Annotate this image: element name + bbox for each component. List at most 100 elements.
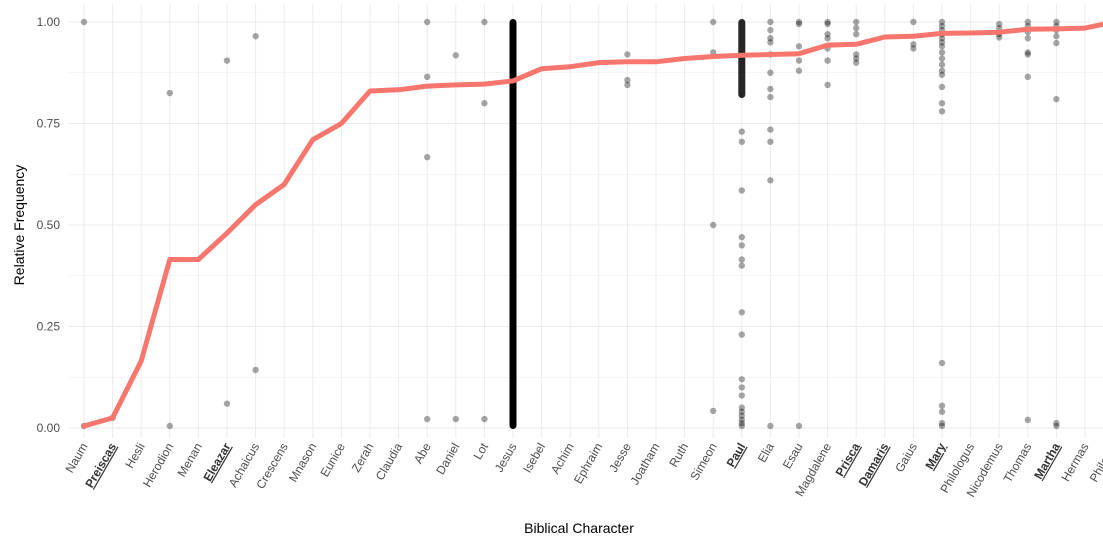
dense-column-jesus bbox=[509, 19, 517, 429]
data-point bbox=[738, 262, 745, 269]
trend-line bbox=[81, 21, 1103, 429]
data-point bbox=[853, 59, 860, 66]
data-point bbox=[710, 18, 717, 26]
data-point bbox=[1024, 73, 1032, 81]
data-point bbox=[738, 392, 745, 399]
data-point bbox=[938, 61, 946, 68]
data-point bbox=[738, 242, 745, 249]
data-point bbox=[767, 85, 774, 93]
data-point bbox=[853, 18, 860, 26]
x-tick-label: Thomas bbox=[1001, 441, 1035, 486]
data-point bbox=[795, 43, 803, 50]
x-tick-label: Abe bbox=[411, 440, 434, 466]
data-point bbox=[938, 71, 946, 78]
data-point bbox=[738, 138, 745, 145]
data-point bbox=[767, 18, 774, 26]
x-tick-label: Jesus bbox=[492, 441, 520, 475]
data-point bbox=[424, 18, 431, 26]
data-point bbox=[1024, 49, 1032, 56]
data-point bbox=[767, 39, 774, 46]
data-point bbox=[738, 128, 745, 135]
data-point bbox=[767, 26, 774, 34]
x-tick-label: Jesse bbox=[606, 440, 634, 474]
data-point bbox=[767, 35, 774, 42]
x-tick-label: Gaius bbox=[892, 441, 920, 475]
data-point bbox=[824, 20, 831, 28]
data-point bbox=[1053, 95, 1060, 103]
data-point bbox=[853, 24, 860, 32]
x-tick-label: Eunice bbox=[318, 440, 349, 479]
data-point bbox=[938, 108, 946, 115]
x-tick-label: Elia bbox=[755, 440, 777, 465]
data-point bbox=[938, 422, 946, 430]
data-point bbox=[738, 412, 745, 420]
data-point bbox=[252, 33, 259, 40]
data-point bbox=[166, 89, 173, 97]
data-point bbox=[938, 22, 946, 30]
data-point bbox=[795, 67, 803, 74]
x-tick-label: Mnason bbox=[286, 441, 319, 485]
y-axis-title: Relative Frequency bbox=[11, 165, 27, 286]
data-point bbox=[738, 404, 745, 411]
data-point bbox=[996, 34, 1003, 41]
data-point bbox=[910, 41, 917, 48]
data-point bbox=[624, 81, 631, 89]
x-tick-label: Hesli bbox=[122, 441, 147, 471]
data-point bbox=[738, 309, 745, 316]
data-point bbox=[223, 57, 231, 64]
data-point bbox=[738, 233, 745, 241]
data-point bbox=[1053, 419, 1060, 427]
x-tick-label: Daniel bbox=[433, 441, 462, 477]
x-tick-label: Menan bbox=[175, 441, 205, 480]
data-point bbox=[910, 45, 917, 52]
x-axis-title: Biblical Character bbox=[524, 520, 634, 536]
data-point bbox=[938, 67, 946, 74]
data-point bbox=[938, 359, 946, 367]
data-point bbox=[738, 376, 745, 383]
data-point bbox=[938, 402, 946, 409]
data-point bbox=[738, 331, 745, 338]
data-point bbox=[853, 55, 860, 62]
data-point bbox=[738, 384, 745, 391]
data-point bbox=[767, 69, 774, 76]
x-tick-label: Simeon bbox=[687, 441, 719, 483]
data-point bbox=[824, 18, 831, 26]
data-point bbox=[824, 81, 831, 89]
data-point bbox=[1053, 422, 1060, 430]
data-point bbox=[938, 43, 946, 50]
data-point bbox=[1024, 51, 1032, 58]
data-point bbox=[738, 408, 745, 415]
x-tick-label: Claudia bbox=[373, 440, 406, 483]
data-point bbox=[938, 49, 946, 56]
data-point bbox=[853, 30, 860, 38]
data-point bbox=[223, 400, 231, 407]
y-tick-label: 0.25 bbox=[37, 320, 61, 334]
data-point bbox=[738, 416, 745, 424]
data-point bbox=[767, 126, 774, 133]
dense-column-paul bbox=[738, 19, 746, 99]
data-point bbox=[767, 422, 774, 430]
data-point bbox=[795, 20, 803, 28]
major-gridlines bbox=[68, 4, 1103, 438]
data-point bbox=[795, 57, 803, 64]
data-point bbox=[481, 18, 488, 26]
data-point bbox=[938, 39, 946, 46]
data-point bbox=[1024, 416, 1032, 424]
data-point bbox=[424, 415, 431, 423]
x-tick-label: Ruth bbox=[666, 441, 691, 470]
data-point bbox=[1053, 33, 1060, 40]
data-point bbox=[938, 55, 946, 62]
data-point bbox=[252, 366, 259, 374]
minor-gridlines bbox=[68, 72, 1103, 378]
data-point bbox=[996, 20, 1003, 28]
data-point bbox=[824, 57, 831, 64]
x-tick-label: Zerah bbox=[349, 441, 377, 475]
data-point bbox=[853, 51, 860, 58]
dense-point-columns bbox=[509, 19, 746, 430]
y-tick-label: 0.75 bbox=[37, 117, 61, 131]
data-point bbox=[481, 100, 488, 107]
data-point bbox=[938, 83, 946, 91]
data-point bbox=[424, 73, 431, 81]
